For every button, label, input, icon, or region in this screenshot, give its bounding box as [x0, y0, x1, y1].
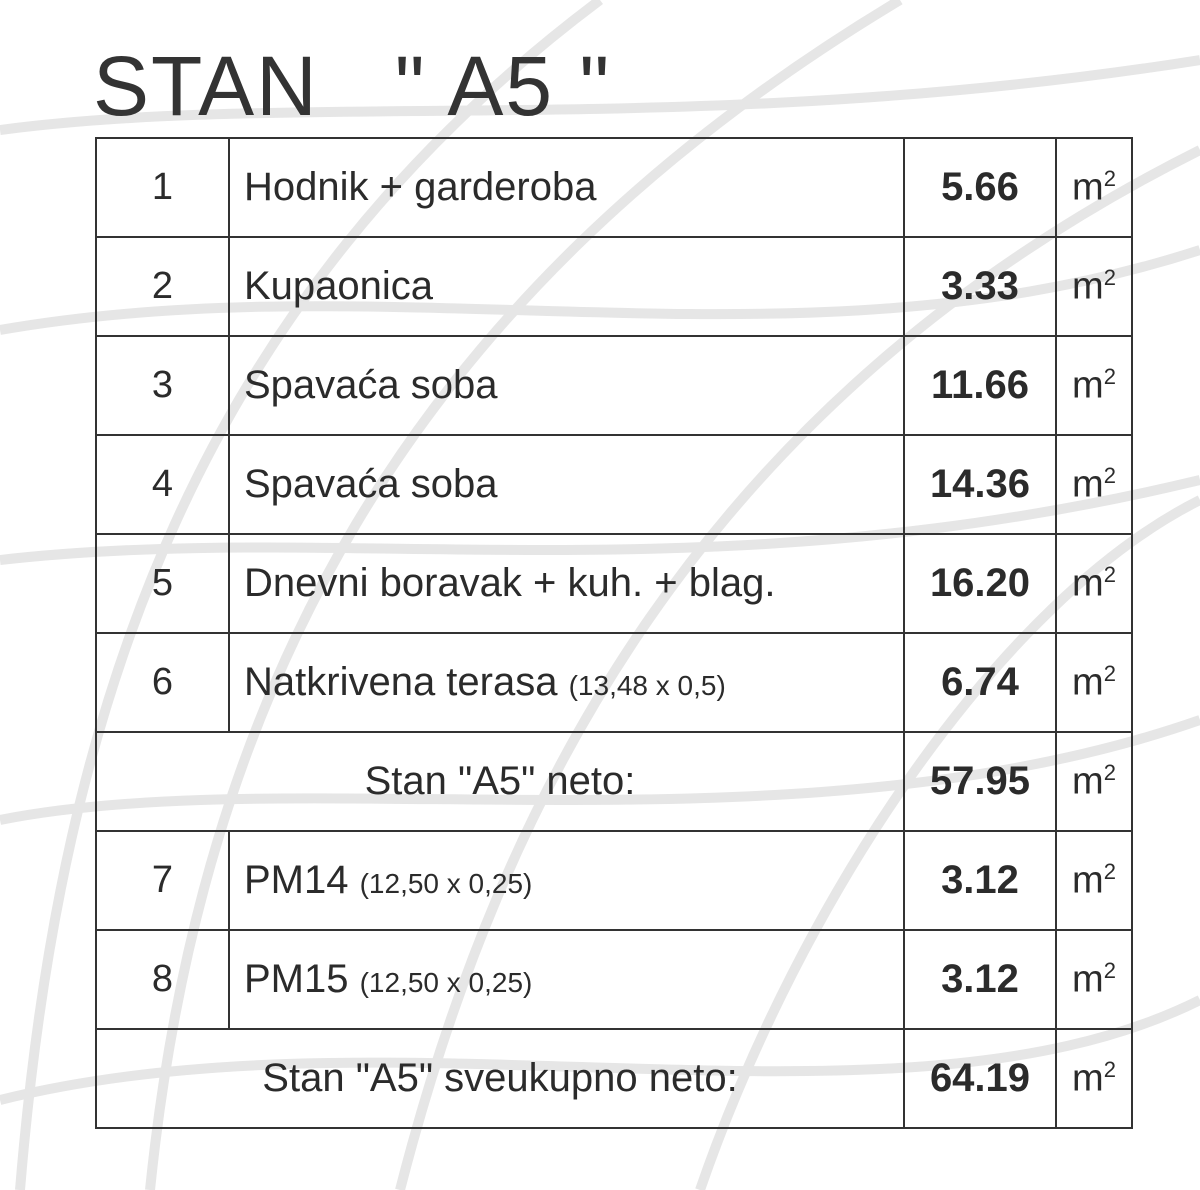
table-row: 8 PM15 (12,50 x 0,25) 3.12 m2 — [95, 929, 1133, 1030]
unit-cell: m2 — [1055, 830, 1133, 931]
area-value: 3.12 — [903, 830, 1057, 931]
unit-cell: m2 — [1055, 137, 1133, 238]
row-number: 1 — [95, 137, 230, 238]
unit-cell: m2 — [1055, 236, 1133, 337]
area-table: 1 Hodnik + garderoba 5.66 m2 2 Kupaonica … — [95, 137, 1133, 1129]
unit-cell: m2 — [1055, 335, 1133, 436]
subtotal-row-value: 57.95 — [903, 731, 1057, 832]
dimension-note: (12,50 x 0,25) — [359, 868, 533, 899]
unit-cell: m2 — [1055, 434, 1133, 535]
room-name: Dnevni boravak + kuh. + blag. — [228, 533, 905, 634]
row-number: 8 — [95, 929, 230, 1030]
row-number: 3 — [95, 335, 230, 436]
total-row-value: 64.19 — [903, 1028, 1057, 1129]
row-number: 6 — [95, 632, 230, 733]
room-name: Kupaonica — [228, 236, 905, 337]
area-value: 16.20 — [903, 533, 1057, 634]
dimension-note: (13,48 x 0,5) — [568, 670, 726, 701]
room-name: PM14 (12,50 x 0,25) — [228, 830, 905, 931]
row-number: 7 — [95, 830, 230, 931]
room-name: Hodnik + garderoba — [228, 137, 905, 238]
unit-cell: m2 — [1055, 1028, 1133, 1129]
row-number: 2 — [95, 236, 230, 337]
unit-cell: m2 — [1055, 731, 1133, 832]
table-row: 4 Spavaća soba 14.36 m2 — [95, 434, 1133, 535]
area-value: 6.74 — [903, 632, 1057, 733]
area-value: 14.36 — [903, 434, 1057, 535]
unit-cell: m2 — [1055, 929, 1133, 1030]
room-name: Natkrivena terasa (13,48 x 0,5) — [228, 632, 905, 733]
unit-cell: m2 — [1055, 533, 1133, 634]
area-value: 3.33 — [903, 236, 1057, 337]
area-value: 11.66 — [903, 335, 1057, 436]
area-value: 5.66 — [903, 137, 1057, 238]
dimension-note: (12,50 x 0,25) — [359, 967, 533, 998]
area-value: 3.12 — [903, 929, 1057, 1030]
table-row: 3 Spavaća soba 11.66 m2 — [95, 335, 1133, 436]
total-row: Stan "A5" sveukupno neto: 64.19 m2 — [95, 1028, 1133, 1129]
room-name: Spavaća soba — [228, 335, 905, 436]
row-number: 5 — [95, 533, 230, 634]
total-row-label: Stan "A5" sveukupno neto: — [95, 1028, 905, 1129]
room-name: PM15 (12,50 x 0,25) — [228, 929, 905, 1030]
unit-cell: m2 — [1055, 632, 1133, 733]
page-title: STAN " A5 " — [93, 39, 612, 133]
subtotal-row-label: Stan "A5" neto: — [95, 731, 905, 832]
table-row: 1 Hodnik + garderoba 5.66 m2 — [95, 137, 1133, 238]
table-row: 7 PM14 (12,50 x 0,25) 3.12 m2 — [95, 830, 1133, 931]
subtotal-row: Stan "A5" neto: 57.95 m2 — [95, 731, 1133, 832]
table-row: 2 Kupaonica 3.33 m2 — [95, 236, 1133, 337]
row-number: 4 — [95, 434, 230, 535]
table-row: 6 Natkrivena terasa (13,48 x 0,5) 6.74 m2 — [95, 632, 1133, 733]
room-name: Spavaća soba — [228, 434, 905, 535]
table-row: 5 Dnevni boravak + kuh. + blag. 16.20 m2 — [95, 533, 1133, 634]
